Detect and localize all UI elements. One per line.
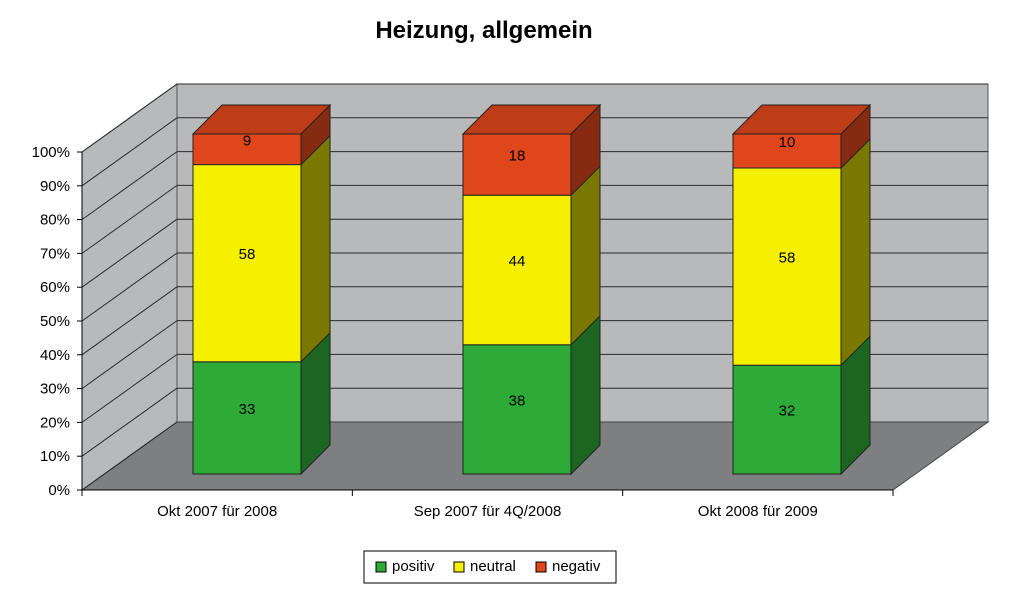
gridline-side [81, 353, 178, 423]
gridline-side [81, 184, 178, 254]
y-tick-label: 80% [40, 212, 70, 229]
gridline-side [81, 117, 178, 187]
y-tick-label: 90% [40, 178, 70, 195]
data-label: 58 [779, 250, 796, 267]
data-label: 18 [509, 148, 526, 165]
gridline-side [81, 252, 178, 322]
y-tick-label: 50% [40, 313, 70, 330]
x-category-labels: Okt 2007 für 2008 Sep 2007 für 4Q/2008 Okt… [157, 503, 818, 520]
y-tick-label: 40% [40, 347, 70, 364]
legend-swatch-neutral [453, 561, 465, 573]
y-tick-label: 30% [40, 381, 70, 398]
x-category-label: Okt 2007 für 2008 [157, 503, 277, 520]
data-label: 10 [779, 134, 796, 151]
data-label: 33 [239, 401, 256, 418]
bar-negativ [732, 133, 842, 169]
bar-negativ [192, 133, 302, 166]
bar-side-neutral [570, 164, 601, 347]
bar-neutral [192, 164, 302, 363]
data-label: 44 [509, 253, 526, 270]
chart-title: Heizung, allgemein [375, 17, 592, 44]
bar-positiv [732, 364, 842, 475]
gridline-side [81, 320, 178, 390]
bar-top-negativ [731, 104, 872, 135]
data-label: 38 [509, 392, 526, 409]
axes [77, 151, 894, 496]
x-category-label: Sep 2007 für 4Q/2008 [414, 503, 562, 520]
legend-label-negativ: negativ [552, 558, 601, 575]
bars: 33 58 9 38 44 18 32 58 10 [191, 103, 872, 476]
data-label: 9 [243, 132, 251, 149]
bar-neutral [732, 167, 842, 366]
y-tick-label: 0% [48, 482, 70, 499]
bar-top-negativ [461, 104, 602, 135]
data-label: 58 [239, 246, 256, 263]
gridline-side [81, 151, 178, 221]
gridline-side [81, 286, 178, 356]
y-tick-label: 20% [40, 414, 70, 431]
bar-side-neutral [300, 134, 331, 364]
y-tick-label: 100% [32, 144, 70, 161]
legend-label-positiv: positiv [392, 558, 435, 575]
x-category-label: Okt 2008 für 2009 [698, 503, 818, 520]
gridline-side [81, 421, 178, 491]
y-tick-label: 70% [40, 245, 70, 262]
bar-neutral [462, 194, 572, 346]
y-tick-label: 10% [40, 448, 70, 465]
bar-top-negativ [191, 104, 332, 135]
legend-label-neutral: neutral [470, 558, 516, 575]
data-label: 32 [779, 403, 796, 420]
y-tick-label: 60% [40, 279, 70, 296]
legend-swatch-negativ [535, 561, 547, 573]
bar-side-neutral [840, 137, 871, 367]
gridline-side [81, 387, 178, 457]
gridline-side [81, 218, 178, 288]
legend-box [363, 550, 617, 584]
bar-positiv [462, 344, 572, 475]
bar-positiv [192, 361, 302, 475]
y-tick-labels: 0% 10% 20% 30% 40% 50% 60% 70% 80% 90% 100% [32, 144, 70, 499]
legend: positiv neutral negativ [363, 550, 617, 584]
legend-swatch-positiv [375, 561, 387, 573]
gridline-side [81, 83, 178, 153]
